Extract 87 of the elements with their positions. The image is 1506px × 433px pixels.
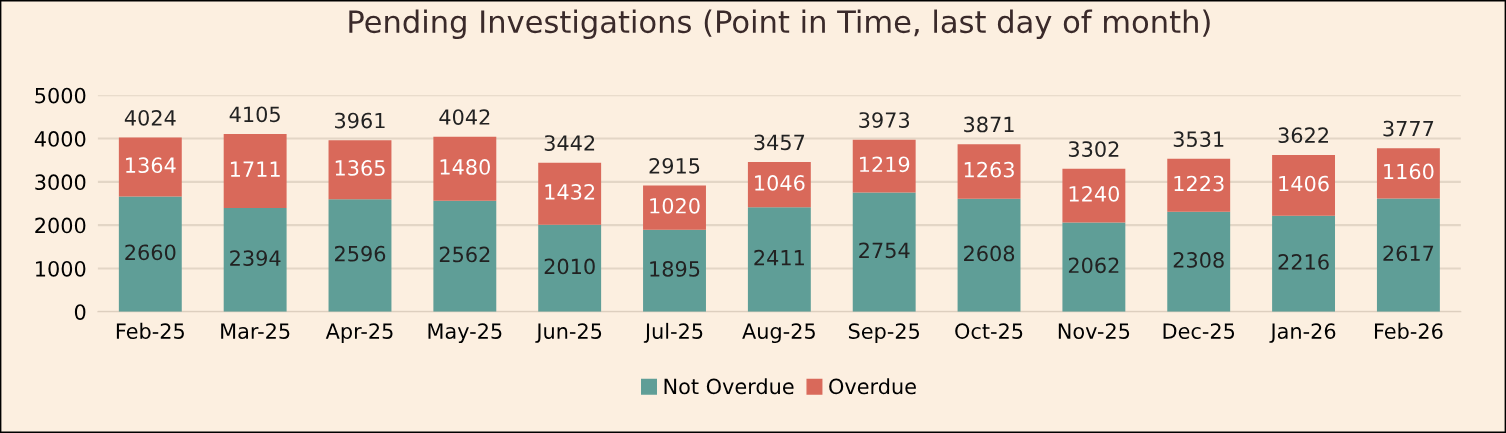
data-label: 1223 (1174, 175, 1224, 192)
x-tick-label: Nov-25 (1058, 323, 1130, 339)
total-label: 3531 (1173, 131, 1224, 148)
total-label: 3622 (1278, 127, 1328, 144)
bar (328, 140, 392, 200)
bar (118, 196, 182, 312)
x-tick-label: Aug-25 (742, 323, 815, 344)
y-tick-label: 3000 (35, 174, 86, 191)
bar (643, 229, 706, 312)
data-label: 2411 (754, 249, 804, 266)
bar (957, 144, 1021, 199)
data-label: 1263 (964, 161, 1014, 178)
x-tick-label: Feb-25 (116, 322, 184, 339)
bar (538, 224, 602, 312)
bar (433, 136, 497, 201)
x-tick-label: Apr-25 (325, 323, 393, 344)
data-label: 1046 (755, 175, 805, 191)
data-label: 1160 (1384, 163, 1434, 180)
bar (852, 192, 916, 312)
y-tick-label: 0 (74, 304, 86, 320)
data-label: 2394 (230, 250, 281, 266)
bar (1376, 198, 1440, 312)
bar (643, 185, 706, 230)
x-tick-label: Dec-25 (1163, 323, 1235, 339)
bar (1376, 148, 1440, 199)
data-label: 2562 (439, 246, 490, 263)
bar (1062, 222, 1126, 312)
x-tick-label: Mar-25 (221, 323, 290, 339)
total-label: 3973 (859, 112, 910, 128)
y-tick-label: 5000 (35, 87, 86, 104)
chart-title: Pending Investigations (Point in Time, last day of month) (349, 9, 1210, 40)
data-label: 2010 (544, 258, 595, 275)
data-label: 2308 (1173, 252, 1224, 268)
x-tick-label: Jul-25 (643, 322, 703, 343)
x-tick-label: Oct-25 (955, 323, 1023, 339)
data-label: 1432 (545, 184, 595, 200)
bar (1272, 154, 1336, 216)
x-tick-label: Sep-25 (848, 323, 920, 344)
total-label: 4024 (124, 109, 176, 126)
bar (1167, 211, 1231, 312)
total-label: 2915 (649, 157, 700, 174)
y-tick-label: 1000 (36, 260, 86, 277)
total-label: 4105 (229, 106, 280, 123)
legend-label: Not Overdue (664, 378, 794, 395)
bar (957, 198, 1021, 312)
data-label: 1364 (126, 157, 176, 174)
total-label: 3457 (754, 134, 805, 151)
data-label: 1365 (335, 160, 385, 176)
bar (328, 199, 392, 312)
data-label: 2216 (1278, 254, 1329, 270)
bar (1272, 215, 1336, 312)
data-label: 1240 (1069, 185, 1119, 202)
bar (1167, 158, 1231, 212)
data-label: 2596 (335, 245, 386, 262)
data-label: 1020 (650, 197, 700, 214)
total-label: 3871 (964, 116, 1014, 133)
total-label: 4042 (439, 109, 490, 125)
total-label: 3961 (335, 112, 385, 129)
bar (223, 134, 287, 209)
legend-label: Overdue (829, 378, 916, 395)
y-tick-label: 4000 (34, 131, 86, 147)
y-tick-label: 2000 (35, 217, 86, 234)
data-label: 2617 (1383, 245, 1434, 262)
bar (747, 162, 811, 208)
bar (1062, 168, 1126, 223)
bar (538, 162, 602, 225)
x-tick-label: Jun-25 (535, 323, 602, 343)
x-tick-label: May-25 (428, 323, 502, 344)
data-label: 1895 (650, 261, 700, 277)
bar (433, 200, 497, 312)
bar (747, 207, 811, 312)
data-label: 1406 (1279, 175, 1329, 192)
data-label: 2062 (1068, 257, 1119, 274)
data-label: 1219 (859, 156, 910, 173)
bar (223, 208, 287, 312)
data-label: 2608 (964, 245, 1015, 262)
bar (118, 137, 182, 197)
data-label: 1480 (440, 159, 490, 175)
data-label: 1711 (230, 161, 280, 177)
data-label: 2754 (859, 242, 910, 259)
x-tick-label: Feb-26 (1374, 322, 1443, 339)
bar (852, 139, 916, 193)
x-tick-label: Jan-26 (1269, 323, 1336, 343)
total-label: 3442 (544, 135, 595, 151)
total-label: 3777 (1383, 120, 1434, 137)
data-label: 2660 (125, 244, 176, 261)
total-label: 3302 (1068, 141, 1119, 157)
